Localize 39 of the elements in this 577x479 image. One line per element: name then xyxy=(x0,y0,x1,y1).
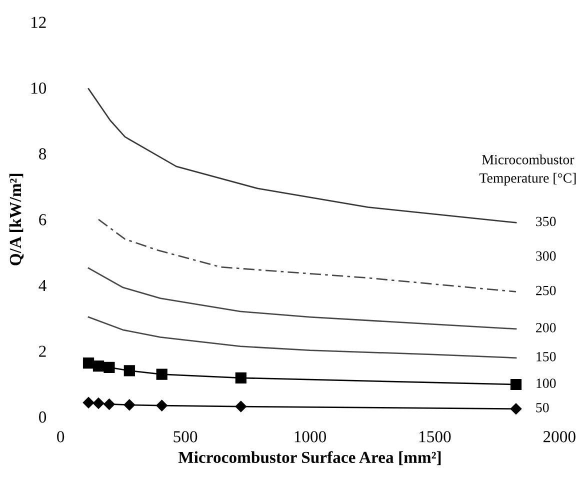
y-tick-label: 12 xyxy=(31,16,46,28)
y-tick-label: 2 xyxy=(39,346,46,357)
y-tick-label: 4 xyxy=(38,280,46,291)
point xyxy=(510,378,522,390)
point xyxy=(235,372,246,384)
series-label: 200 xyxy=(536,323,556,332)
line-series xyxy=(98,218,517,292)
y-tick-label: 6 xyxy=(39,214,46,226)
x-tick-label: 1500 xyxy=(419,431,451,442)
point xyxy=(156,400,168,412)
point xyxy=(510,403,522,414)
x-tick-label: 1000 xyxy=(294,431,326,442)
point xyxy=(156,368,168,380)
line-series xyxy=(88,267,517,330)
point xyxy=(104,398,115,410)
point xyxy=(82,358,94,369)
y-axis-title: Q/A [kW/m²] xyxy=(9,174,24,266)
point xyxy=(92,398,104,409)
series-label: 50 xyxy=(536,402,549,412)
point xyxy=(82,396,94,408)
x-tick-label: 2000 xyxy=(543,431,576,442)
point xyxy=(124,399,136,410)
y-tick-label: 10 xyxy=(31,82,46,94)
x-axis-title: Microcombustor Surface Area [mm²] xyxy=(178,451,441,466)
point xyxy=(124,365,135,376)
point xyxy=(104,362,115,373)
annotation: 300 xyxy=(536,251,556,261)
annotation: Microcombustor Temperature [°C] xyxy=(479,154,576,186)
series-label: 350 xyxy=(536,216,556,226)
x-tick-label: 500 xyxy=(174,431,198,442)
point xyxy=(235,400,247,412)
x-tick-label: 0 xyxy=(57,431,64,442)
y-tick-label: 8 xyxy=(39,148,46,160)
series-label: 250 xyxy=(536,286,556,296)
series-label: 100 xyxy=(536,378,556,388)
y-tick-label: 0 xyxy=(39,411,46,423)
series-label: 150 xyxy=(536,352,556,362)
point xyxy=(92,360,104,372)
line-series xyxy=(88,316,517,359)
